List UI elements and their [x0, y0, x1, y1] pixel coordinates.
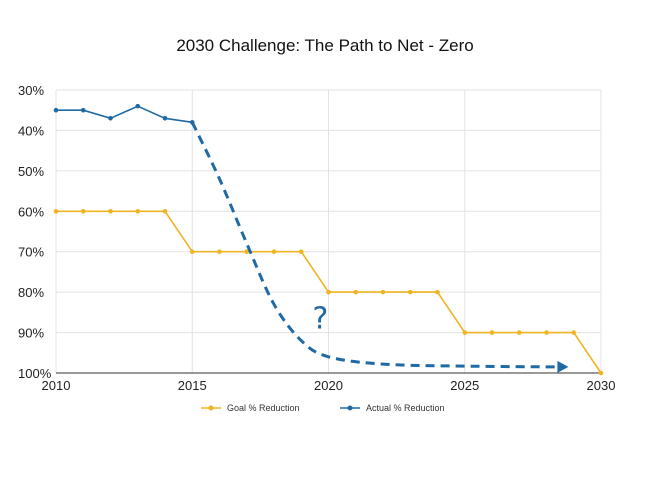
- y-axis-ticks: 30% 40% 50% 60% 70% 80% 90% 100%: [18, 83, 52, 381]
- data-point-goal: [108, 208, 113, 214]
- data-point-goal: [571, 330, 577, 335]
- projection-arrowhead: [557, 360, 569, 373]
- grid-lines: [55, 89, 602, 374]
- data-point-goal: [189, 249, 195, 255]
- y-tick-label: 100%: [18, 366, 52, 381]
- data-point-actual: [53, 107, 59, 113]
- data-point-goal: [489, 330, 495, 335]
- data-point-goal: [435, 289, 440, 295]
- y-tick-label: 80%: [18, 285, 44, 300]
- data-point-actual: [108, 116, 113, 121]
- x-tick-label: 2030: [587, 378, 616, 393]
- data-point-goal: [598, 370, 604, 376]
- legend-label-goal: Goal % Reduction: [227, 403, 300, 413]
- x-tick-label: 2025: [450, 378, 479, 393]
- series-line-actual: [56, 105, 193, 124]
- data-point-goal: [80, 208, 86, 214]
- x-axis-ticks: 2010 2015 2020 2025 2030: [42, 378, 616, 393]
- data-point-goal: [53, 208, 59, 214]
- x-tick-label: 2015: [178, 378, 207, 393]
- question-mark-annotation: ?: [312, 302, 328, 337]
- data-point-goal: [380, 289, 386, 295]
- y-tick-label: 70%: [18, 245, 44, 260]
- data-point-goal: [217, 249, 222, 255]
- series-group: [53, 103, 604, 376]
- projection-dashed-line: [190, 121, 558, 369]
- data-point-goal: [244, 249, 250, 255]
- x-tick-label: 2010: [42, 378, 71, 393]
- x-tick-label: 2020: [314, 378, 343, 393]
- y-tick-label: 50%: [18, 164, 44, 179]
- legend-marker-goal: [208, 405, 214, 411]
- legend: Goal % Reduction Actual % Reduction: [201, 403, 445, 413]
- y-tick-label: 40%: [18, 123, 44, 138]
- data-point-goal: [516, 330, 522, 335]
- data-point-goal: [326, 289, 331, 295]
- data-point-goal: [298, 249, 304, 255]
- data-point-goal: [271, 249, 277, 255]
- data-point-actual: [135, 103, 141, 109]
- data-point-goal: [407, 289, 413, 295]
- legend-marker-actual: [347, 405, 353, 411]
- chart-title: 2030 Challenge: The Path to Net - Zero: [176, 36, 474, 55]
- data-point-goal: [462, 330, 468, 335]
- data-point-goal: [162, 208, 168, 214]
- projection-group: ?: [190, 121, 569, 373]
- data-point-actual: [162, 116, 168, 121]
- data-point-goal: [135, 208, 141, 214]
- data-point-goal: [544, 330, 549, 335]
- y-tick-label: 30%: [18, 83, 44, 98]
- data-point-actual: [80, 107, 86, 113]
- legend-label-actual: Actual % Reduction: [366, 403, 445, 413]
- y-tick-label: 60%: [18, 204, 44, 219]
- data-point-goal: [353, 289, 359, 295]
- y-tick-label: 90%: [18, 326, 44, 341]
